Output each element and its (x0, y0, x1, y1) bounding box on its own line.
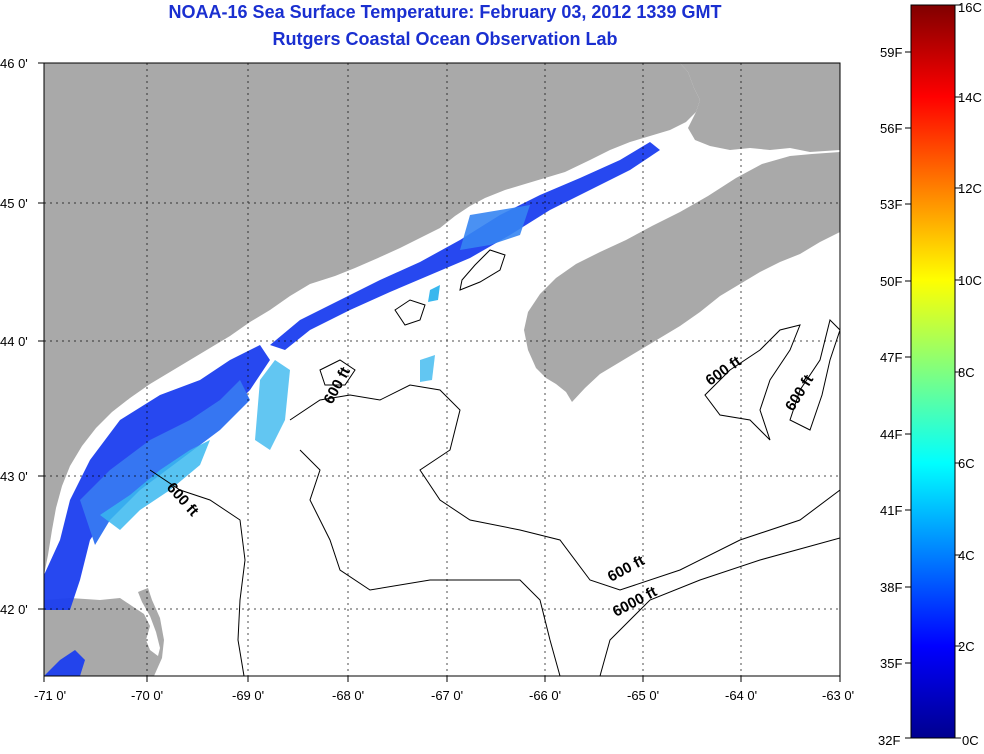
lon-label-67: -67 0' (431, 688, 464, 703)
lat-label-44: 44 0' (0, 334, 28, 349)
colorbar-f-59: 59F (880, 45, 903, 60)
depth-contours (149, 249, 840, 676)
colorbar-ticks (905, 4, 961, 739)
lon-label-64: -64 0' (725, 688, 758, 703)
graticule (44, 63, 840, 676)
colorbar-c-0: 0C (962, 733, 979, 748)
colorbar-c-10: 10C (958, 273, 982, 288)
colorbar-c-16: 16C (958, 0, 982, 15)
lat-label-45: 45 0' (0, 196, 28, 211)
colorbar-f-41: 41F (880, 503, 903, 518)
lon-label-69: -69 0' (232, 688, 265, 703)
map-title: NOAA-16 Sea Surface Temperature: Februar… (168, 2, 722, 22)
colorbar-f-53: 53F (880, 197, 903, 212)
land-nova-scotia (524, 152, 840, 402)
lat-label-46: 46 0' (0, 56, 28, 71)
lon-label-65: -65 0' (627, 688, 660, 703)
colorbar-f-38: 38F (880, 580, 903, 595)
colorbar-f-56: 56F (880, 121, 903, 136)
colorbar-f-32: 32F (878, 733, 901, 748)
lon-label-70: -70 0' (131, 688, 164, 703)
colorbar (910, 4, 956, 739)
colorbar-c-12: 12C (958, 181, 982, 196)
colorbar-c-4: 4C (958, 548, 975, 563)
colorbar-c-14: 14C (958, 90, 982, 105)
lon-label-66: -66 0' (529, 688, 562, 703)
land-new-brunswick (680, 63, 840, 152)
sst-coastal-band (44, 142, 660, 676)
map-frame (43, 62, 841, 677)
colorbar-c-2: 2C (958, 639, 975, 654)
colorbar-c-6: 6C (958, 456, 975, 471)
colorbar-f-35: 35F (880, 656, 903, 671)
map-subtitle: Rutgers Coastal Ocean Observation Lab (272, 29, 618, 49)
lat-label-43: 43 0' (0, 469, 28, 484)
colorbar-c-8: 8C (958, 365, 975, 380)
tick-marks (38, 62, 841, 682)
lon-label-63: -63 0' (822, 688, 855, 703)
lat-label-42: 42 0' (0, 602, 28, 617)
lon-label-71: -71 0' (34, 688, 67, 703)
lon-label-68: -68 0' (332, 688, 365, 703)
colorbar-f-47: 47F (880, 350, 903, 365)
colorbar-f-50: 50F (880, 274, 903, 289)
land-mainland (44, 63, 700, 575)
colorbar-f-44: 44F (880, 427, 903, 442)
